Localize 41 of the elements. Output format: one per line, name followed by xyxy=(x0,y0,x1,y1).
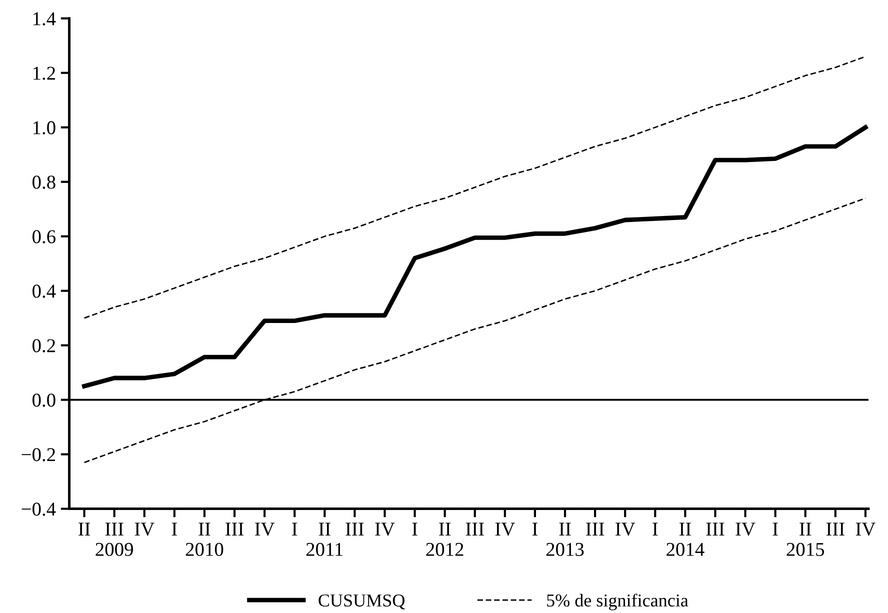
x-tick-label: III xyxy=(226,522,244,536)
x-tick-label: III xyxy=(346,522,364,536)
y-tick-label: 0.2 xyxy=(32,339,55,352)
x-tick-label: I xyxy=(532,522,538,536)
x-tick-label: IV xyxy=(856,522,876,536)
x-tick-label: II 2011 xyxy=(306,522,343,556)
x-tick-label: I xyxy=(292,522,298,536)
x-tick-label: I xyxy=(172,522,177,536)
x-tick-label: I xyxy=(652,522,658,536)
y-tick-label: 1.4 xyxy=(33,12,56,26)
legend-label: CUSUMSQ xyxy=(318,594,405,610)
y-tick-label: 1.0 xyxy=(33,121,56,134)
line-series xyxy=(82,125,868,388)
x-tick-label: III 2009 xyxy=(96,522,133,556)
y-tick-label: 0.4 xyxy=(32,284,56,298)
y-tick-label: 0.8 xyxy=(32,176,56,189)
x-tick-label: IV xyxy=(134,522,154,536)
x-tick-label: IV xyxy=(255,522,275,536)
x-tick-label: IV xyxy=(495,522,515,536)
x-tick-label: III xyxy=(466,522,484,536)
x-tick-label: III xyxy=(826,522,844,536)
x-tick-label: II 2015 xyxy=(786,522,824,556)
x-tick-label: III xyxy=(586,522,604,536)
x-tick-label: II xyxy=(78,522,90,536)
line-series xyxy=(84,56,866,319)
y-tick-label: 1.2 xyxy=(33,66,55,80)
x-tick-label: I xyxy=(772,522,778,536)
x-tick-label: I xyxy=(412,522,418,536)
x-tick-label: II 2013 xyxy=(546,522,584,556)
x-tick-label: II 2010 xyxy=(186,522,224,556)
y-tick-label: 0.0 xyxy=(32,394,56,407)
y-tick-label: −0.4 xyxy=(22,502,56,516)
x-tick-label: II 2012 xyxy=(426,522,464,556)
x-tick-label: IV xyxy=(616,522,636,536)
y-tick-label: −0.2 xyxy=(22,448,55,462)
x-tick-label: IV xyxy=(375,522,395,536)
x-tick-label: IV xyxy=(736,522,756,536)
y-tick-label: 0.6 xyxy=(32,230,56,244)
legend-label: 5% de significancia xyxy=(547,594,688,610)
x-tick-label: III xyxy=(706,522,724,536)
x-tick-label: II 2014 xyxy=(666,522,704,556)
